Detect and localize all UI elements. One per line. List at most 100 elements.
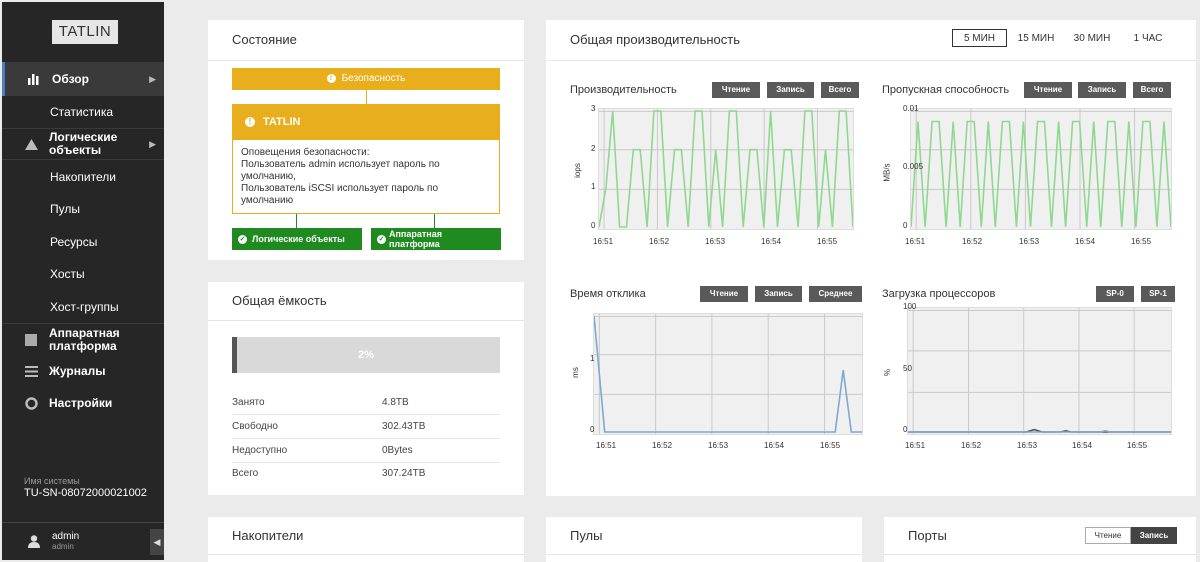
capacity-row-value: 0Bytes bbox=[382, 445, 413, 456]
ytick: 0 bbox=[903, 221, 908, 230]
bandwidth-write-button[interactable]: Запись bbox=[1078, 82, 1126, 98]
xtick: 16:54 bbox=[1075, 237, 1096, 246]
series-line bbox=[908, 429, 1171, 433]
alert-line: умолчанию bbox=[241, 195, 294, 206]
divider bbox=[546, 554, 862, 555]
nav-drives[interactable]: Накопители bbox=[50, 170, 116, 184]
capacity-bar: 2% bbox=[232, 337, 500, 373]
bandwidth-chart-title: Пропускная способность bbox=[882, 84, 1010, 96]
security-label: Безопасность bbox=[341, 73, 406, 84]
sidebar: TATLIN Обзор ▶ Статистика Логические объ… bbox=[2, 2, 164, 560]
series-line bbox=[910, 120, 1172, 228]
performance-title: Общая производительность bbox=[570, 32, 741, 47]
hardware-ok-line: платформа bbox=[389, 239, 440, 249]
tatlin-node[interactable]: ! TATLIN Оповещения безопасности: Пользов… bbox=[232, 104, 500, 214]
capacity-row: Недоступно 0Bytes bbox=[232, 440, 500, 463]
collapse-sidebar-button[interactable]: ◀ bbox=[150, 529, 164, 555]
cpu-sp0-button[interactable]: SP-0 bbox=[1096, 286, 1134, 302]
capacity-row-label: Всего bbox=[232, 468, 259, 479]
iops-chart-svg bbox=[598, 109, 854, 229]
nav-overview[interactable]: Обзор ▶ bbox=[2, 62, 164, 96]
chevron-right-icon: ▶ bbox=[149, 73, 156, 84]
xtick: 16:52 bbox=[962, 237, 983, 246]
user-icon bbox=[28, 535, 40, 553]
nav-journals[interactable]: Журналы bbox=[2, 357, 164, 385]
nav-host-groups[interactable]: Хост-группы bbox=[50, 300, 119, 314]
capacity-row-value: 307.24TB bbox=[382, 468, 426, 479]
xtick: 16:51 bbox=[596, 441, 617, 450]
cpu-chart-title: Загрузка процессоров bbox=[882, 288, 996, 300]
nav-hosts[interactable]: Хосты bbox=[50, 267, 85, 281]
xtick: 16:54 bbox=[761, 237, 782, 246]
latency-avg-button[interactable]: Среднее bbox=[809, 286, 862, 302]
xtick: 16:53 bbox=[708, 441, 729, 450]
divider bbox=[884, 554, 1196, 555]
capacity-row: Всего 307.24TB bbox=[232, 463, 500, 486]
ytick: 0 bbox=[903, 425, 908, 434]
range-1h-button[interactable]: 1 ЧАС bbox=[1133, 33, 1163, 44]
nav-pools[interactable]: Пулы bbox=[50, 202, 80, 216]
user-block[interactable]: admin admin ◀ bbox=[2, 522, 164, 560]
xtick: 16:51 bbox=[905, 237, 926, 246]
user-name: admin bbox=[52, 531, 80, 542]
ytick: 0 bbox=[591, 221, 596, 230]
system-name-label: Имя системы bbox=[24, 476, 80, 486]
security-badge[interactable]: ! Безопасность bbox=[232, 68, 500, 90]
ytick: 3 bbox=[591, 104, 596, 113]
cpu-sp1-button[interactable]: SP-1 bbox=[1141, 286, 1175, 302]
xtick: 16:52 bbox=[961, 441, 982, 450]
ytick: 0.005 bbox=[903, 162, 924, 171]
xtick: 16:53 bbox=[1017, 441, 1038, 450]
alert-icon: ! bbox=[326, 73, 336, 83]
capacity-row-label: Свободно bbox=[232, 421, 278, 432]
iops-plot bbox=[598, 108, 854, 230]
nav-settings[interactable]: Настройки bbox=[2, 389, 164, 417]
drives-title: Накопители bbox=[232, 528, 304, 543]
xtick: 16:55 bbox=[820, 441, 841, 450]
xtick: 16:52 bbox=[652, 441, 673, 450]
ports-write-button[interactable]: Запись bbox=[1131, 527, 1177, 544]
pools-title: Пулы bbox=[570, 528, 603, 543]
alert-line: Пользователь admin использует пароль по bbox=[241, 159, 440, 170]
latency-chart-title: Время отклика bbox=[570, 288, 646, 300]
xtick: 16:54 bbox=[764, 441, 785, 450]
security-alerts-text: Оповещения безопасности: Пользователь ad… bbox=[241, 147, 440, 207]
bandwidth-total-button[interactable]: Всего bbox=[1133, 82, 1171, 98]
alert-line: Оповещения безопасности: bbox=[241, 147, 370, 158]
nav-statistics[interactable]: Статистика bbox=[50, 105, 114, 119]
range-30min-button[interactable]: 30 МИН bbox=[1073, 33, 1111, 44]
gear-icon bbox=[24, 396, 38, 410]
bandwidth-read-button[interactable]: Чтение bbox=[1024, 82, 1072, 98]
xtick: 16:55 bbox=[1127, 441, 1148, 450]
iops-total-button[interactable]: Всего bbox=[821, 82, 859, 98]
hardware-ok-badge[interactable]: ✓ Аппаратная платформа bbox=[371, 228, 501, 250]
nav-logical-objects[interactable]: Логические объекты ▶ bbox=[2, 128, 164, 160]
iops-write-button[interactable]: Запись bbox=[767, 82, 814, 98]
xtick: 16:51 bbox=[593, 237, 614, 246]
latency-read-button[interactable]: Чтение bbox=[700, 286, 748, 302]
connector-line bbox=[296, 214, 297, 228]
logical-objects-ok-badge[interactable]: ✓ Логические объекты bbox=[232, 228, 362, 250]
range-15min-button[interactable]: 15 МИН bbox=[1017, 33, 1055, 44]
system-name-value: TU-SN-08072000021002 bbox=[24, 487, 147, 499]
alert-line: умолчанию, bbox=[241, 171, 296, 182]
nav-hardware[interactable]: Аппаратная платформа bbox=[2, 323, 164, 355]
nav-logical-label: Логические объекты bbox=[49, 130, 118, 157]
ports-read-button[interactable]: Чтение bbox=[1085, 527, 1131, 544]
nav-journals-label: Журналы bbox=[49, 363, 106, 378]
xtick: 16:51 bbox=[905, 441, 926, 450]
capacity-row-value: 4.8TB bbox=[382, 397, 409, 408]
connector-line bbox=[434, 214, 435, 228]
iops-read-button[interactable]: Чтение bbox=[712, 82, 760, 98]
ytick: 2 bbox=[591, 144, 596, 153]
square-icon bbox=[24, 333, 38, 346]
latency-ylabel: ms bbox=[570, 367, 580, 378]
hardware-ok-label: Аппаратная платформа bbox=[389, 229, 442, 249]
latency-write-button[interactable]: Запись bbox=[755, 286, 802, 302]
connector-line bbox=[366, 90, 367, 104]
range-5min-button[interactable]: 5 МИН bbox=[952, 29, 1007, 47]
nav-resources[interactable]: Ресурсы bbox=[50, 235, 98, 249]
check-icon: ✓ bbox=[377, 235, 386, 244]
triangle-icon bbox=[24, 138, 38, 150]
nav-settings-label: Настройки bbox=[49, 395, 113, 410]
